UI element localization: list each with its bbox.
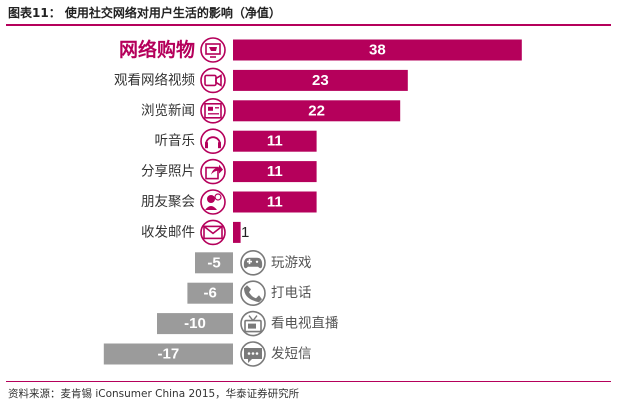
bar-2 [233, 100, 401, 122]
value-label-0: 38 [369, 42, 386, 59]
value-label-9: -10 [184, 315, 206, 332]
phone-icon [240, 280, 266, 307]
category-label-8: 打电话 [271, 284, 312, 301]
value-label-6: 1 [241, 224, 249, 241]
category-label-0: 网络购物 [119, 38, 195, 61]
bar-4 [233, 161, 317, 183]
value-label-4: 11 [267, 163, 283, 180]
computer-shopping-icon [200, 37, 226, 63]
chat-bubble-icon [240, 341, 266, 367]
bar-3 [233, 130, 317, 152]
headphones-music-icon [200, 128, 226, 154]
value-label-2: 22 [308, 102, 325, 119]
bar-8 [187, 282, 233, 304]
friends-icon [200, 189, 226, 215]
newspaper-icon [200, 98, 226, 124]
category-label-10: 发短信 [271, 346, 312, 362]
value-label-7: -5 [207, 254, 220, 271]
gamepad-icon [240, 249, 266, 276]
bar-1 [233, 69, 408, 91]
value-label-3: 11 [267, 133, 283, 150]
chart: 38 网络购物 23 观看网络视频 22 浏览新闻 11 听音乐 11 分享照片 11 朋友聚会 1 收发… [103, 37, 522, 367]
value-label-10: -17 [158, 346, 180, 363]
television-icon [240, 310, 266, 337]
category-label-3: 听音乐 [155, 132, 196, 149]
category-label-5: 朋友聚会 [141, 194, 195, 210]
category-label-9: 看电视直播 [271, 316, 339, 332]
category-label-4: 分享照片 [141, 163, 195, 180]
top-rule [6, 24, 611, 26]
bar-0 [233, 39, 522, 61]
category-label-6: 收发邮件 [141, 224, 195, 240]
bar-7 [195, 252, 233, 274]
share-icon [200, 158, 226, 185]
category-label-7: 玩游戏 [271, 255, 312, 271]
value-label-1: 23 [312, 72, 329, 89]
video-camera-icon [200, 67, 226, 94]
source-note: 资料来源：麦肯锡 iConsumer China 2015，华泰证券研究所 [8, 388, 300, 400]
mail-icon [200, 219, 226, 246]
category-label-2: 浏览新闻 [141, 103, 195, 119]
bar-5 [233, 191, 317, 213]
category-label-1: 观看网络视频 [114, 72, 195, 88]
figure-title: 图表11： 使用社交网络对用户生活的影响（净值） [8, 6, 281, 20]
bar-10 [103, 343, 233, 365]
value-label-5: 11 [267, 194, 283, 211]
bar-6 [233, 221, 241, 243]
bottom-rule [6, 381, 611, 382]
bar-9 [157, 313, 233, 335]
value-label-8: -6 [204, 285, 217, 302]
